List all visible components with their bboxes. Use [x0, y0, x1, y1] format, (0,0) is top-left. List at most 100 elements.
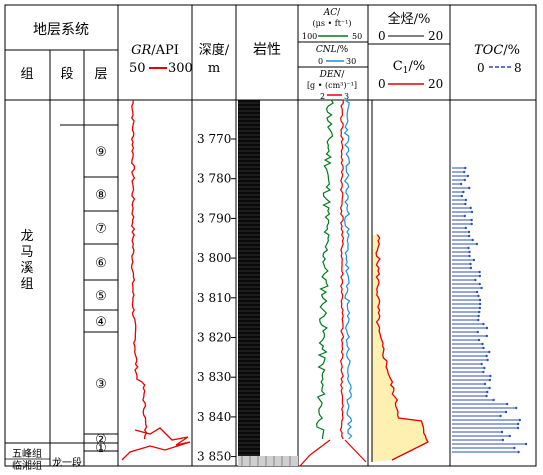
depth-tick-label: 3 840	[197, 410, 231, 424]
c1-curve	[375, 234, 429, 461]
lithology-column	[238, 100, 298, 466]
toc-point	[486, 390, 489, 394]
layer-label: ⑨	[95, 145, 107, 160]
cnl-curve	[343, 99, 353, 440]
toc-point	[477, 338, 481, 342]
cnl-name: CNL	[316, 45, 337, 55]
gr-header: GR/API	[131, 43, 179, 58]
layer-label: ③	[95, 377, 107, 392]
toc-point	[467, 246, 470, 250]
den-curve	[339, 99, 345, 440]
toc-point	[517, 450, 520, 454]
toc-point	[477, 294, 480, 298]
depth-tick-label: 3 790	[197, 211, 231, 225]
toc-point	[485, 326, 489, 330]
toc-point	[464, 166, 467, 170]
toc-point	[488, 386, 491, 390]
toc-point	[469, 206, 472, 210]
gr-scale-max: 300	[168, 61, 193, 76]
cnl-scale-max: 30	[346, 57, 356, 66]
toc-point	[459, 182, 463, 186]
shale-body	[238, 100, 260, 456]
toc-point	[464, 202, 467, 206]
section-label: 龙一段	[52, 456, 82, 469]
c1-scale-max: 20	[428, 77, 443, 91]
layer-label: ⑤	[95, 289, 107, 304]
toc-point	[485, 394, 488, 398]
layer-column-heading: 层	[94, 67, 107, 82]
gr-curve	[130, 99, 148, 440]
layer-label: ⑦	[95, 222, 107, 237]
depth-tick-label: 3 770	[197, 132, 231, 146]
toc-name: TOC	[474, 43, 503, 58]
den-scale-max: 3	[344, 92, 349, 101]
toc-point	[480, 286, 483, 290]
log-curves	[121, 99, 528, 467]
toc-point	[482, 370, 485, 374]
toc-point	[469, 266, 473, 270]
toc-title: TOC/%	[474, 43, 520, 58]
depth-tick-label: 3 780	[197, 172, 231, 186]
gr-name: GR	[131, 43, 151, 58]
layer-label: ①	[95, 441, 107, 456]
toc-point	[470, 210, 474, 214]
toc-point	[463, 214, 466, 218]
stratum-system-heading: 地层系统	[33, 22, 89, 38]
c1-subscript: 1	[403, 66, 409, 76]
depth-tick-label: 3 850	[197, 450, 231, 464]
toc-point	[476, 330, 479, 334]
toc-point	[468, 254, 471, 258]
gr-unit: /API	[151, 43, 179, 58]
toc-point	[492, 398, 495, 402]
toc-point	[500, 430, 504, 434]
den-scale-min: 2	[320, 92, 325, 101]
c1-fill-area	[372, 235, 428, 462]
toc-point	[478, 302, 482, 306]
layer-label: ④	[95, 315, 107, 330]
toc-point	[501, 438, 505, 442]
toc-point	[475, 290, 479, 294]
toc-unit: /%	[503, 43, 520, 58]
toc-point	[483, 366, 486, 370]
toc-point	[475, 242, 479, 246]
toc-point	[464, 226, 468, 230]
toc-point	[467, 230, 471, 234]
header-frame	[4, 4, 537, 467]
gr-curve-spike	[121, 427, 191, 461]
toc-point	[485, 354, 488, 358]
toc-point	[470, 222, 473, 226]
cnl-scale-min: 0	[318, 57, 323, 66]
toc-point	[524, 442, 528, 446]
toc-point	[478, 310, 481, 314]
formation-main-c2: 马	[20, 245, 33, 260]
toc-point	[504, 410, 508, 414]
group-column-heading: 组	[20, 67, 33, 82]
layer-label: ②	[95, 433, 107, 448]
toc-point	[516, 422, 520, 426]
toc-point	[482, 322, 485, 326]
toc-point	[463, 178, 466, 182]
toc-point	[480, 362, 483, 366]
c1-unit: /%	[408, 59, 425, 74]
ac-unit: (μs • ft⁻¹)	[313, 19, 352, 28]
toc-point	[518, 418, 522, 422]
depth-axis: 3 770 3 780 3 790 3 800 3 810 3 820 3 830 3 840…	[197, 132, 236, 464]
toc-point	[468, 250, 471, 254]
depth-tick-label: 3 830	[197, 370, 231, 384]
layer-label: ⑧	[95, 188, 107, 203]
lithology-heading: 岩性	[253, 42, 281, 58]
toc-point	[467, 234, 471, 238]
total-gas-scale-max: 20	[428, 29, 443, 43]
formation-main-c1: 龙	[20, 229, 33, 244]
depth-heading-line2: m	[208, 61, 220, 76]
toc-point	[478, 306, 482, 310]
toc-point	[469, 262, 472, 266]
den-name: DEN	[319, 70, 343, 80]
c1-name: C	[393, 59, 403, 74]
toc-point	[482, 346, 485, 350]
toc-point	[505, 402, 509, 406]
toc-point	[499, 414, 502, 418]
den-unit: [g • (cm³)⁻¹]	[307, 81, 357, 90]
toc-point	[477, 314, 480, 318]
